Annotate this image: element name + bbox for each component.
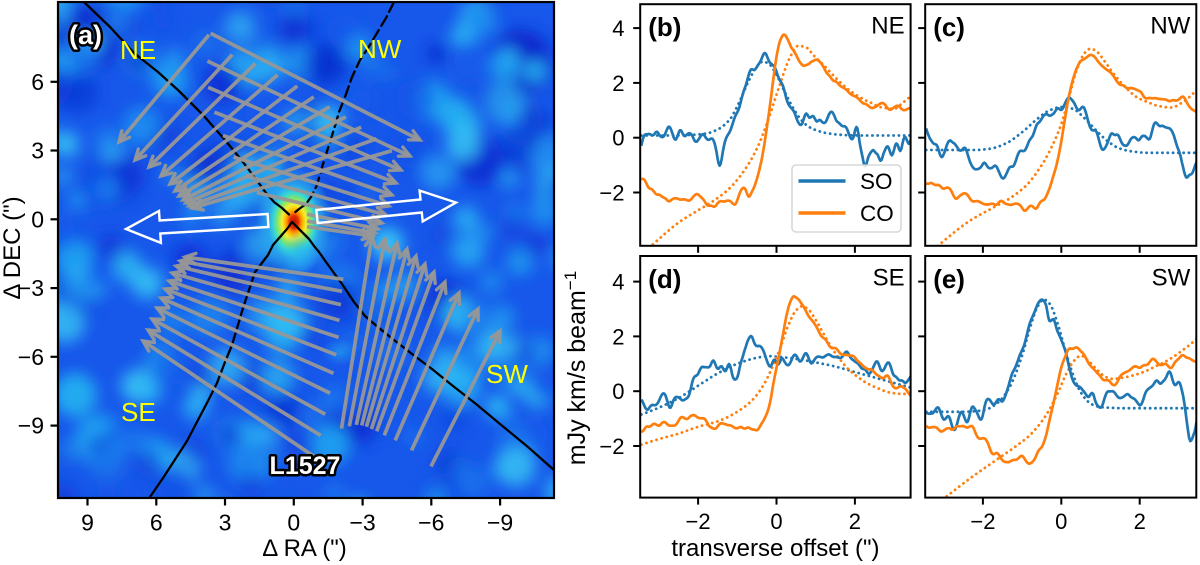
svg-text:Δ RA ("): Δ RA (") [262,535,347,562]
svg-text:SW: SW [486,359,528,389]
svg-text:6: 6 [31,69,44,95]
svg-text:NW: NW [1150,13,1190,40]
svg-text:(e): (e) [933,264,965,294]
svg-text:SE: SE [873,265,905,292]
svg-text:−2: −2 [599,434,624,459]
svg-text:NW: NW [358,34,402,64]
svg-text:L1527: L1527 [270,452,341,480]
svg-text:6: 6 [150,510,163,536]
svg-text:−6: −6 [18,344,44,370]
svg-text:SO: SO [860,169,893,194]
svg-text:transverse offset ("): transverse offset (") [671,535,879,562]
svg-text:0: 0 [31,206,44,232]
svg-text:SW: SW [1152,265,1191,292]
svg-text:2: 2 [612,71,624,96]
svg-text:CO: CO [860,201,894,226]
svg-text:3: 3 [219,510,232,536]
svg-text:(a): (a) [69,20,102,50]
svg-text:−9: −9 [18,413,44,439]
svg-text:−2: −2 [686,509,711,534]
svg-text:4: 4 [612,270,624,295]
svg-text:−9: −9 [487,510,513,536]
svg-text:−2: −2 [599,181,624,206]
svg-text:2: 2 [612,324,624,349]
svg-text:−3: −3 [18,275,44,301]
svg-text:NE: NE [871,13,904,40]
svg-text:(d): (d) [648,264,681,294]
svg-text:SE: SE [121,397,156,427]
svg-text:−6: −6 [418,510,444,536]
svg-text:0: 0 [770,509,782,534]
svg-text:0: 0 [1055,509,1067,534]
svg-text:0: 0 [287,510,300,536]
svg-text:2: 2 [849,509,861,534]
svg-text:0: 0 [612,379,624,404]
svg-text:(b): (b) [648,12,681,42]
svg-text:−3: −3 [349,510,375,536]
svg-text:2: 2 [1134,509,1146,534]
svg-text:NE: NE [120,35,156,65]
svg-text:0: 0 [612,126,624,151]
svg-text:9: 9 [81,510,94,536]
svg-text:(c): (c) [933,12,965,42]
svg-text:mJy km/s beam−1: mJy km/s beam−1 [561,271,591,465]
svg-text:Δ DEC ("): Δ DEC (") [0,196,26,299]
svg-text:−2: −2 [970,509,995,534]
svg-text:3: 3 [31,138,44,164]
svg-text:4: 4 [612,16,624,41]
